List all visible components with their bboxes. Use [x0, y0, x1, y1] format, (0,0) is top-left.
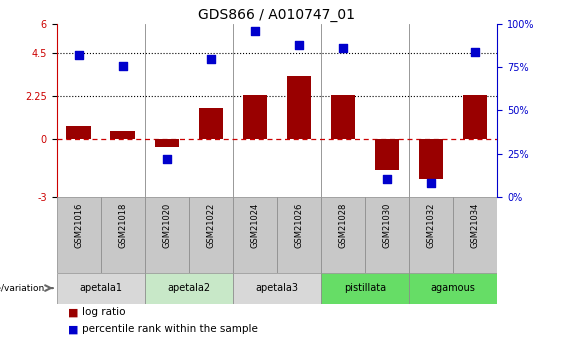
Text: agamous: agamous: [431, 283, 476, 293]
Point: [162, 156, 171, 161]
Point: [74, 52, 83, 58]
Text: GSM21022: GSM21022: [206, 203, 215, 248]
Bar: [321, 273, 409, 304]
Text: apetala2: apetala2: [167, 283, 210, 293]
Text: ■: ■: [68, 325, 79, 334]
Bar: [101, 197, 145, 273]
Text: GSM21018: GSM21018: [118, 203, 127, 248]
Text: percentile rank within the sample: percentile rank within the sample: [82, 325, 258, 334]
Bar: [56, 197, 101, 273]
Bar: [365, 197, 409, 273]
Text: GSM21032: GSM21032: [427, 203, 436, 248]
Bar: [453, 197, 497, 273]
Bar: [331, 95, 355, 139]
Bar: [375, 139, 399, 170]
Bar: [233, 197, 277, 273]
Point: [206, 56, 215, 61]
Bar: [199, 108, 223, 139]
Text: GSM21028: GSM21028: [338, 203, 347, 248]
Point: [118, 63, 127, 68]
Text: ■: ■: [68, 307, 79, 317]
Bar: [409, 273, 497, 304]
Bar: [287, 76, 311, 139]
Point: [471, 49, 480, 55]
Bar: [56, 273, 145, 304]
Bar: [155, 139, 179, 147]
Point: [383, 177, 392, 182]
Bar: [233, 273, 321, 304]
Text: GSM21026: GSM21026: [294, 203, 303, 248]
Text: GSM21030: GSM21030: [383, 203, 392, 248]
Bar: [409, 197, 453, 273]
Title: GDS866 / A010747_01: GDS866 / A010747_01: [198, 8, 355, 22]
Bar: [145, 197, 189, 273]
Bar: [111, 131, 134, 139]
Bar: [189, 197, 233, 273]
Text: log ratio: log ratio: [82, 307, 125, 317]
Text: apetala1: apetala1: [79, 283, 122, 293]
Text: genotype/variation: genotype/variation: [0, 284, 45, 293]
Text: GSM21020: GSM21020: [162, 203, 171, 248]
Bar: [419, 139, 443, 179]
Bar: [145, 273, 233, 304]
Bar: [67, 126, 90, 139]
Text: GSM21016: GSM21016: [74, 203, 83, 248]
Text: GSM21024: GSM21024: [250, 203, 259, 248]
Text: pistillata: pistillata: [344, 283, 386, 293]
Bar: [321, 197, 365, 273]
Text: GSM21034: GSM21034: [471, 203, 480, 248]
Text: apetala3: apetala3: [255, 283, 298, 293]
Point: [294, 42, 303, 48]
Point: [338, 46, 347, 51]
Bar: [243, 95, 267, 139]
Bar: [277, 197, 321, 273]
Bar: [463, 95, 487, 139]
Point: [250, 28, 259, 34]
Point: [427, 180, 436, 186]
